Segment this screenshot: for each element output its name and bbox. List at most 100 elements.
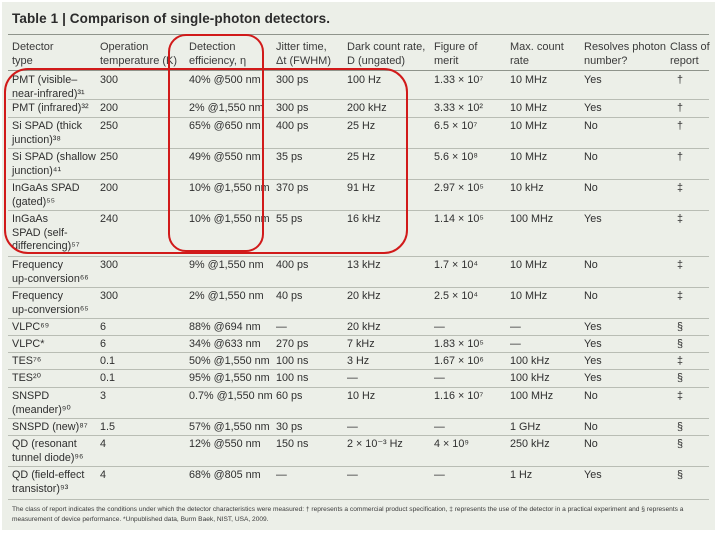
cell-dark: 100 Hz (347, 74, 382, 86)
cell-detector-type: PMT (infrared)³² (12, 102, 89, 116)
cell-fom: 1.16 × 10⁷ (434, 390, 484, 402)
cell-resolves: No (584, 182, 598, 194)
cell-dark: — (347, 469, 358, 481)
cell-fom: 1.14 × 10⁵ (434, 213, 484, 225)
row-divider (8, 418, 709, 419)
column-header-line: Figure of (434, 41, 478, 53)
row-divider (8, 318, 709, 319)
cell-line: (gated)⁵⁵ (12, 195, 56, 208)
cell-jitter: 400 ps (276, 120, 309, 132)
cell-maxrate: — (510, 338, 521, 350)
cell-class: † (677, 102, 684, 114)
cell-maxrate: 10 MHz (510, 74, 548, 86)
cell-class: † (677, 74, 684, 86)
cell-dark: — (347, 421, 358, 433)
cell-line: transistor)⁹³ (12, 482, 69, 495)
cell-resolves: Yes (584, 372, 602, 384)
cell-eff: 68% @805 nm (189, 469, 261, 481)
cell-line: Frequency (12, 259, 64, 271)
cell-detector-type: VLPC* (12, 338, 44, 352)
cell-jitter: 35 ps (276, 151, 303, 163)
column-header-line: D (ungated) (347, 55, 406, 67)
cell-line: TES²⁰ (12, 372, 41, 384)
cell-maxrate: 100 kHz (510, 372, 550, 384)
cell-maxrate: 10 MHz (510, 151, 548, 163)
cell-resolves: No (584, 390, 598, 402)
cell-temp: 0.1 (100, 355, 116, 367)
cell-class: ‡ (677, 355, 684, 367)
column-header-type: Detector type (12, 40, 54, 68)
highlight-efficiency-column (168, 34, 264, 252)
cell-maxrate: 100 kHz (510, 355, 550, 367)
cell-line: near-infrared)³¹ (12, 87, 85, 100)
cell-temp: 1.5 (100, 421, 116, 433)
cell-line: InGaAs SPAD (12, 182, 80, 194)
cell-line: differencing)⁵⁷ (12, 240, 80, 252)
cell-dark: 3 Hz (347, 355, 370, 367)
cell-resolves: No (584, 438, 598, 450)
column-header-line: number? (584, 55, 628, 67)
column-header-line: Operation (100, 41, 149, 53)
cell-jitter: 400 ps (276, 259, 309, 271)
row-divider (8, 117, 709, 118)
column-header-line: type (12, 55, 33, 67)
cell-dark: 13 kHz (347, 259, 381, 271)
cell-eff: 34% @633 nm (189, 338, 261, 350)
row-divider (8, 287, 709, 288)
highlight-top-rows (4, 68, 408, 254)
cell-detector-type: TES²⁰ (12, 372, 41, 386)
cell-eff: 2% @1,550 nm (189, 102, 264, 114)
cell-class: § (677, 372, 684, 384)
cell-maxrate: 250 kHz (510, 438, 550, 450)
cell-temp: 6 (100, 338, 107, 350)
column-header-maxrate: Max. count rate (510, 40, 564, 68)
cell-line: InGaAs (12, 213, 49, 225)
cell-fom: 4 × 10⁹ (434, 438, 469, 450)
cell-dark: 25 Hz (347, 151, 376, 163)
cell-line: up-conversion⁶⁵ (12, 303, 89, 316)
cell-jitter: 300 ps (276, 102, 309, 114)
cell-dark: 91 Hz (347, 182, 376, 194)
column-header-line: Jitter time, (276, 41, 327, 53)
cell-maxrate: 100 MHz (510, 213, 554, 225)
column-header-class: Class of report (670, 40, 710, 68)
column-header-line: Detector (12, 41, 54, 53)
column-header-jitter: Jitter time, Δt (FWHM) (276, 40, 331, 68)
row-divider (8, 179, 709, 180)
table-title: Table 1 | Comparison of single-photon de… (12, 11, 331, 26)
cell-temp: 300 (100, 290, 119, 302)
cell-line: tunnel diode)⁹⁶ (12, 451, 84, 464)
column-header-temp: Operation temperature (K) (100, 40, 177, 68)
cell-temp: 4 (100, 438, 107, 450)
cell-eff: 65% @650 nm (189, 120, 261, 132)
cell-detector-type: InGaAs SPAD (self-differencing)⁵⁷ (12, 213, 80, 254)
cell-class: § (677, 469, 684, 481)
table-footnote: The class of report indicates the condit… (12, 506, 684, 523)
cell-fom: 2.5 × 10⁴ (434, 290, 478, 302)
row-divider (8, 148, 709, 149)
cell-resolves: Yes (584, 321, 602, 333)
column-header-line: Resolves photon (584, 41, 666, 53)
cell-jitter: 100 ns (276, 355, 309, 367)
cell-fom: 1.67 × 10⁶ (434, 355, 484, 367)
cell-maxrate: 10 MHz (510, 102, 548, 114)
cell-line: VLPC⁶⁹ (12, 321, 50, 333)
cell-dark: 20 kHz (347, 290, 381, 302)
cell-temp: 200 (100, 182, 119, 194)
cell-class: ‡ (677, 213, 684, 225)
cell-eff: 10% @1,550 nm (189, 182, 270, 194)
row-divider (8, 335, 709, 336)
cell-line: PMT (infrared)³² (12, 102, 89, 114)
cell-detector-type: SNSPD (new)⁸⁷ (12, 421, 88, 435)
cell-line: TES⁷⁶ (12, 355, 42, 367)
cell-maxrate: 10 MHz (510, 120, 548, 132)
row-divider (8, 256, 709, 257)
cell-eff: 49% @550 nm (189, 151, 261, 163)
cell-line: VLPC* (12, 338, 45, 350)
cell-resolves: No (584, 421, 598, 433)
cell-fom: — (434, 372, 445, 384)
cell-eff: 9% @1,550 nm (189, 259, 264, 271)
cell-resolves: Yes (584, 102, 602, 114)
column-header-line: Class of (670, 41, 710, 53)
cell-maxrate: 1 GHz (510, 421, 541, 433)
